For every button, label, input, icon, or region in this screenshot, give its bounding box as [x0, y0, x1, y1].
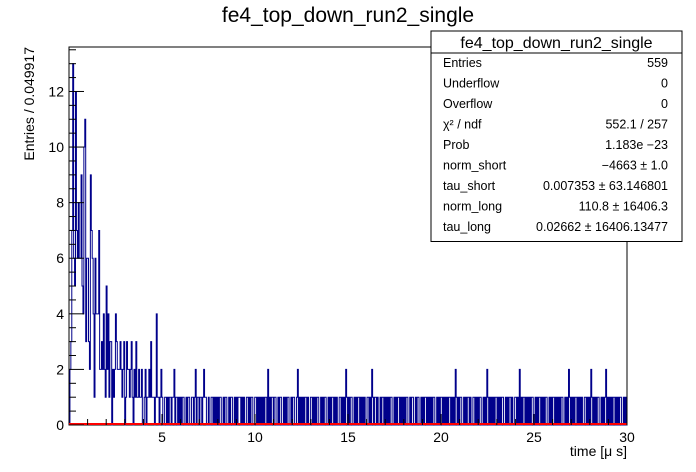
x-axis: 5 10 15 20 25 30: [87, 414, 635, 445]
chart-title: fe4_top_down_run2_single: [222, 4, 474, 27]
y-axis-title: Entries / 0.049917: [21, 47, 37, 161]
stats-row-label: norm_long: [443, 200, 502, 214]
stats-row-value: 0.02662 ± 16406.13477: [536, 220, 668, 234]
stats-row-label: tau_short: [443, 179, 496, 193]
stats-box-title: fe4_top_down_run2_single: [460, 35, 652, 52]
y-tick-label: 4: [56, 306, 64, 322]
stats-row-label: tau_long: [443, 220, 491, 234]
stats-row-value: 0.007353 ± 63.146801: [543, 179, 668, 193]
stats-row-label: Overflow: [443, 97, 493, 111]
stats-row-label: Underflow: [443, 77, 500, 91]
y-tick-label: 0: [56, 417, 64, 433]
y-tick-label: 2: [56, 361, 64, 377]
stats-row-value: 1.183e −23: [605, 138, 668, 152]
stats-row-value: 0: [661, 97, 668, 111]
stats-row-value: 552.1 / 257: [605, 118, 668, 132]
y-tick-label: 6: [56, 250, 64, 266]
stats-row-value: 0: [661, 77, 668, 91]
x-tick-label: 20: [433, 429, 449, 445]
y-axis: 0 2 4 6 8 10 12: [48, 49, 84, 433]
y-tick-label: 12: [48, 83, 64, 99]
y-tick-label: 8: [56, 195, 64, 211]
x-tick-label: 5: [158, 429, 166, 445]
x-axis-title: time [μ s]: [570, 443, 627, 459]
stats-row-label: χ² / ndf: [443, 118, 482, 132]
stats-box: fe4_top_down_run2_single Entries 559 Underf…: [430, 30, 683, 242]
x-tick-label: 30: [619, 429, 635, 445]
stats-row-value: −4663 ± 1.0: [602, 159, 668, 173]
stats-row-value: 559: [647, 56, 668, 70]
x-tick-label: 15: [340, 429, 356, 445]
stats-row-value: 110.8 ± 16406.3: [579, 200, 668, 214]
stats-row-label: norm_short: [443, 159, 507, 173]
stats-row-label: Prob: [443, 138, 469, 152]
stats-row-label: Entries: [443, 56, 482, 70]
x-tick-label: 25: [526, 429, 542, 445]
stats-box-frame: [430, 30, 683, 242]
y-tick-label: 10: [48, 139, 64, 155]
x-tick-label: 10: [247, 429, 263, 445]
